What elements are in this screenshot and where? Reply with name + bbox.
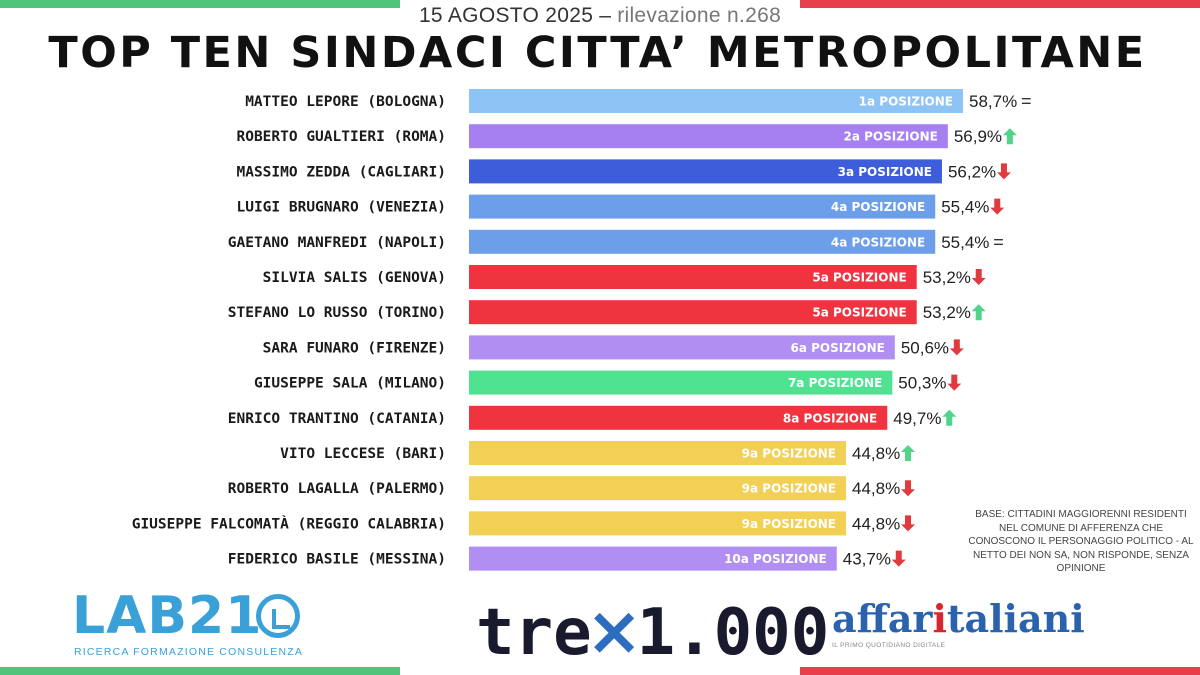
mayor-name-label: MASSIMO ZEDDA (CAGLIARI) <box>236 164 446 180</box>
lab21-wordmark: LAB21 <box>72 586 263 646</box>
flag-stripe-red-bottom <box>800 667 1200 675</box>
position-label: 5a POSIZIONE <box>812 271 906 285</box>
value-label: 44,8% <box>852 444 900 463</box>
bar <box>469 159 942 184</box>
mayor-name-label: ROBERTO GUALTIERI (ROMA) <box>236 129 446 145</box>
position-label: 4a POSIZIONE <box>831 235 925 249</box>
mayor-name-label: GAETANO MANFREDI (NAPOLI) <box>228 235 446 251</box>
tre-x-mark: × <box>585 592 643 671</box>
bar <box>469 335 895 360</box>
affaritaliani-logo: affaritaliani IL PRIMO QUOTIDIANO DIGITA… <box>832 598 1162 650</box>
flag-stripe-green-top <box>0 0 400 8</box>
arrow-down-icon <box>990 198 1005 215</box>
position-label: 5a POSIZIONE <box>812 306 906 320</box>
page-title: TOP TEN SINDACI CITTA’ METROPOLITANE <box>48 28 1147 78</box>
mayor-name-label: VITO LECCESE (BARI) <box>280 446 446 462</box>
bar <box>469 511 847 536</box>
bar <box>469 124 948 149</box>
tre-number: 1.000 <box>636 596 830 670</box>
flag-stripe-red-top <box>800 0 1200 8</box>
position-label: 3a POSIZIONE <box>838 165 932 179</box>
affari-red-i: i <box>932 596 947 641</box>
mayor-name-label: MATTEO LEPORE (BOLOGNA) <box>245 94 446 110</box>
arrow-down-icon <box>891 550 906 567</box>
value-label: 50,6% <box>901 338 949 357</box>
survey-number: rilevazione n.268 <box>617 4 782 27</box>
tre-text: tre <box>476 596 592 670</box>
position-label: 9a POSIZIONE <box>742 447 836 461</box>
bar <box>469 229 936 254</box>
position-label: 9a POSIZIONE <box>742 517 836 531</box>
value-label: 55,4% <box>941 198 989 217</box>
bar <box>469 265 917 289</box>
position-label: 2a POSIZIONE <box>844 130 938 144</box>
equal-sign-icon: = <box>1021 91 1032 111</box>
position-label: 10a POSIZIONE <box>724 552 827 566</box>
arrow-down-icon <box>949 339 964 356</box>
mayor-name-label: ENRICO TRANTINO (CATANIA) <box>228 411 446 427</box>
arrow-down-icon <box>971 269 986 285</box>
arrow-up-icon <box>942 409 957 426</box>
mayor-name-label: ROBERTO LAGALLA (PALERMO) <box>228 481 446 497</box>
affari-tail: taliani <box>946 596 1085 641</box>
lab21-logo: LAB21 RICERCA FORMAZIONE CONSULENZA <box>72 590 332 665</box>
value-label: 50,3% <box>898 374 946 393</box>
mayor-name-label: GIUSEPPE FALCOMATÀ (REGGIO CALABRIA) <box>132 515 446 532</box>
bar <box>469 194 936 219</box>
date-survey-line: 15 AGOSTO 2025– rilevazione n.268 <box>0 4 1200 28</box>
bar <box>469 300 917 325</box>
value-label: 55,4% <box>941 233 989 252</box>
arrow-up-icon <box>901 445 916 461</box>
affaritaliani-wordmark: affaritaliani <box>832 598 1162 640</box>
mayor-name-label: GIUSEPPE SALA (MILANO) <box>254 376 446 392</box>
mayor-name-label: FEDERICO BASILE (MESSINA) <box>228 552 446 568</box>
bar <box>469 370 893 395</box>
value-label: 56,2% <box>948 162 996 181</box>
position-label: 8a POSIZIONE <box>783 411 877 425</box>
equal-sign-icon: = <box>993 232 1004 252</box>
affari-part: affar <box>832 596 933 641</box>
trex1000-logo: tre×1.000 <box>476 592 829 672</box>
position-label: 4a POSIZIONE <box>831 200 925 214</box>
bar <box>469 405 888 430</box>
chart-ring-icon <box>256 594 300 638</box>
bar <box>469 89 963 113</box>
affaritaliani-tagline: IL PRIMO QUOTIDIANO DIGITALE <box>832 642 946 649</box>
date-separator: – <box>599 4 612 27</box>
mayor-name-label: SILVIA SALIS (GENOVA) <box>263 270 446 286</box>
mayor-name-label: STEFANO LO RUSSO (TORINO) <box>228 305 446 321</box>
value-label: 44,8% <box>852 479 900 498</box>
arrow-down-icon <box>947 374 962 391</box>
survey-date: 15 AGOSTO 2025 <box>418 4 594 27</box>
bar <box>469 441 847 465</box>
bar <box>469 546 837 571</box>
flag-stripe-green-bottom <box>0 667 400 675</box>
value-label: 53,2% <box>923 303 971 322</box>
arrow-up-icon <box>971 304 986 321</box>
arrow-down-icon <box>996 163 1011 180</box>
lab21-tagline: RICERCA FORMAZIONE CONSULENZA <box>74 646 304 658</box>
position-label: 6a POSIZIONE <box>790 341 884 355</box>
bar <box>469 476 847 501</box>
position-label: 1a POSIZIONE <box>859 95 953 109</box>
value-label: 58,7% <box>969 92 1017 111</box>
arrow-up-icon <box>1002 128 1017 145</box>
value-label: 56,9% <box>954 127 1002 146</box>
mayor-name-label: SARA FUNARO (FIRENZE) <box>263 340 446 356</box>
mayor-name-label: LUIGI BRUGNARO (VENEZIA) <box>236 200 446 216</box>
arrow-down-icon <box>901 515 916 532</box>
position-label: 7a POSIZIONE <box>788 376 882 390</box>
arrow-down-icon <box>901 480 916 497</box>
value-label: 49,7% <box>893 409 941 428</box>
value-label: 44,8% <box>852 514 900 533</box>
position-label: 9a POSIZIONE <box>742 482 836 496</box>
base-note: BASE: CITTADINI MAGGIORENNI RESIDENTI NE… <box>968 509 1194 574</box>
value-label: 53,2% <box>923 268 971 287</box>
value-label: 43,7% <box>843 550 891 569</box>
